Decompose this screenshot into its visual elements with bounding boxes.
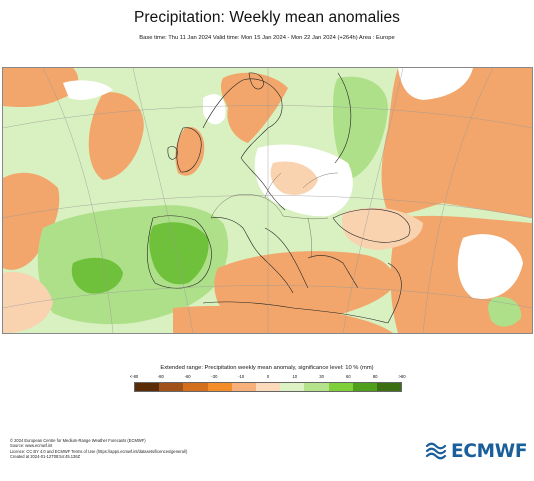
- slight-dry-region-south-atlantic: [3, 272, 53, 333]
- legend-tick-label: 60: [346, 374, 351, 379]
- neutral-region-middle-east: [457, 234, 523, 299]
- slight-dry-region-turkey: [342, 207, 423, 250]
- ecmwf-logo-text: ECMWF: [451, 440, 528, 462]
- legend-swatch: [159, 383, 184, 391]
- legend-tick-label: 80: [372, 374, 378, 379]
- legend-swatch: [352, 383, 377, 391]
- graticule: [3, 68, 532, 333]
- very-wet-region-iberia: [149, 222, 209, 285]
- legend-tick-label: -30: [211, 374, 218, 379]
- legend-tick-label: -60: [184, 374, 191, 379]
- legend-color-bar: [134, 382, 402, 392]
- chart-subtitle: Base time: Thu 11 Jan 2024 Valid time: M…: [139, 35, 395, 41]
- legend-swatch: [183, 383, 208, 391]
- legend-tick-label: 0: [266, 374, 270, 379]
- legend-tick-label: -80: [157, 374, 164, 379]
- legend-tick-label: -10: [238, 374, 245, 379]
- legend-tick-label: >80: [398, 374, 406, 379]
- legend-title: Extended range: Precipitation weekly mea…: [160, 365, 374, 371]
- dry-region-atlantic-west: [3, 172, 60, 270]
- legend-swatch: [304, 383, 329, 391]
- legend-tick-label: <-80: [129, 374, 139, 379]
- footer-credits: © 2024 European Centre for Medium-Range …: [10, 438, 187, 459]
- legend-swatch: [135, 383, 160, 391]
- country-borders: [210, 172, 339, 259]
- map-canvas: [3, 68, 532, 333]
- ecmwf-logo-icon: [425, 442, 447, 460]
- legend-swatch: [328, 383, 353, 391]
- chart-title: Precipitation: Weekly mean anomalies: [133, 9, 401, 26]
- dry-region-british-isles: [175, 127, 205, 176]
- dry-region-mediterranean: [214, 251, 394, 324]
- wet-region-east: [333, 76, 388, 178]
- dry-region-north-atlantic: [88, 92, 144, 180]
- dry-region-north-africa: [173, 305, 393, 333]
- coastlines: [146, 72, 411, 324]
- legend-swatch: [280, 383, 305, 391]
- dry-region-greenland: [3, 68, 79, 108]
- very-wet-region-atlantic: [71, 257, 123, 294]
- dry-region-scandinavia: [220, 72, 288, 143]
- slight-dry-region-central: [270, 161, 318, 195]
- legend-swatch: [376, 383, 402, 391]
- footer-copyright: © 2024 European Centre for Medium-Range …: [10, 438, 146, 443]
- legend-tick-labels: <-80 -80 -60 -30 -10 0 10 30 60 80 >80: [130, 374, 406, 382]
- footer-source: Source: www.ecmwf.int: [10, 443, 53, 449]
- ecmwf-logo: ECMWF: [424, 440, 527, 462]
- legend-swatch: [231, 383, 256, 391]
- legend-swatch: [255, 383, 281, 391]
- neutral-region-northeast: [398, 68, 473, 100]
- legend-tick-label: 30: [319, 374, 324, 379]
- white-region-greenland: [63, 80, 113, 101]
- footer-created: Created at 2024-01-12T08:54:45.136Z: [10, 453, 81, 459]
- europe-anomaly-map: [2, 67, 533, 334]
- wet-region-southeast: [488, 296, 522, 327]
- footer-licence: Licence: CC BY 4.0 and ECMWF Terms of Us…: [10, 448, 188, 454]
- legend-swatch: [207, 383, 232, 391]
- legend-tick-label: 10: [292, 374, 298, 379]
- dry-region-russia: [381, 68, 532, 218]
